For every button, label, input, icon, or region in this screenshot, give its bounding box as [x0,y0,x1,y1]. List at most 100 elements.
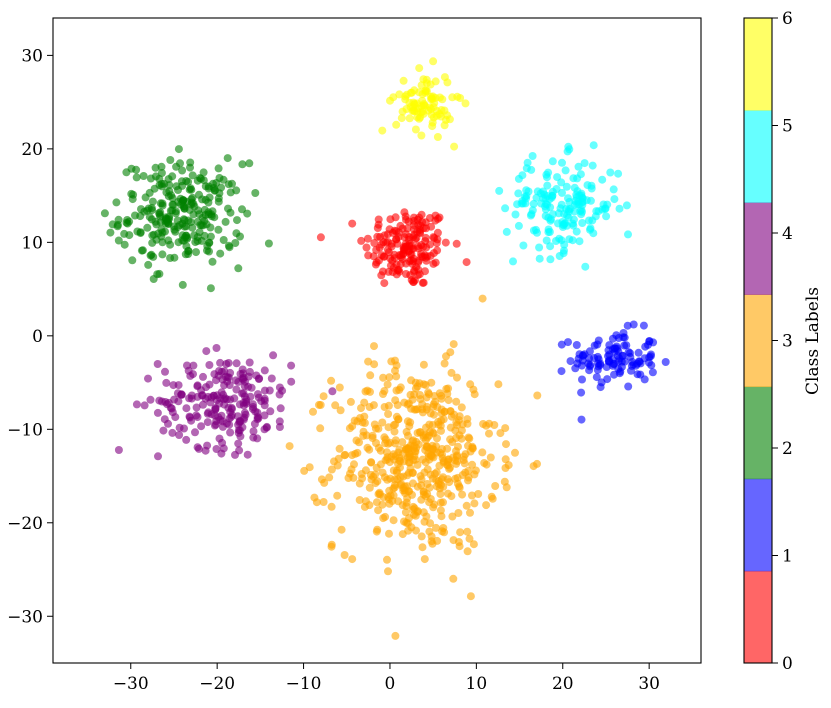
scatter-point-class-5 [561,166,570,175]
scatter-point-class-0 [392,270,401,279]
scatter-point-class-3 [385,458,394,467]
scatter-point-class-0 [383,238,392,246]
scatter-point-class-5 [546,255,555,264]
scatter-point-class-3 [490,421,499,429]
scatter-point-class-5 [528,152,537,160]
scatter-point-class-2 [224,241,233,250]
scatter-point-class-3 [392,412,401,421]
scatter-point-class-3 [403,417,412,426]
scatter-point-class-2 [148,197,157,206]
scatter-point-class-2 [174,238,183,247]
scatter-point-class-6 [415,64,424,73]
scatter-point-class-3 [478,448,487,457]
scatter-point-class-2 [144,260,153,269]
scatter-point-class-4 [193,392,202,401]
scatter-point-class-3 [341,450,350,459]
scatter-point-class-3 [385,373,394,382]
scatter-point-class-1 [585,354,594,363]
scatter-point-class-4 [199,372,207,381]
scatter-point-class-3 [327,465,336,474]
scatter-point-class-5 [585,216,593,225]
scatter-point-class-0 [357,236,366,245]
scatter-point-class-3 [355,438,363,447]
scatter-point-class-3 [454,442,462,451]
scatter-point-class-4 [132,400,141,409]
scatter-point-class-2 [166,156,175,164]
scatter-point-class-4 [177,390,186,399]
colorbar-segment-class-3 [744,294,772,388]
scatter-point-class-4 [192,411,201,420]
scatter-point-class-4 [146,395,155,404]
scatter-point-class-2 [155,209,164,218]
scatter-point-class-2 [206,223,215,232]
scatter-point-class-0 [441,238,450,247]
scatter-point-class-5 [565,235,574,244]
scatter-point-class-3 [440,407,449,416]
scatter-point-class-2 [232,186,241,195]
scatter-point-class-5 [610,195,619,204]
scatter-point-class-5 [535,243,544,252]
scatter-point-class-3 [336,406,345,415]
scatter-point-class-3 [384,410,393,418]
scatter-point-class-3 [391,396,400,405]
colorbar-segment-class-6 [744,18,772,111]
scatter-point-class-3 [389,421,398,430]
scatter-point-class-3 [386,474,395,483]
scatter-point-class-0 [452,239,461,248]
scatter-point-class-3 [454,509,463,517]
scatter-point-class-4 [287,377,296,386]
scatter-point-class-5 [543,192,552,200]
scatter-point-class-5 [532,193,541,202]
scatter-point-class-5 [543,181,552,190]
scatter-point-class-4 [221,372,230,381]
scatter-point-class-4 [189,361,198,370]
scatter-point-class-3 [443,389,452,398]
scatter-point-class-4 [211,404,220,412]
scatter-point-class-3 [379,390,387,398]
y-tick-label: 0 [32,327,43,347]
scatter-point-class-3 [369,401,378,410]
scatter-point-class-3 [319,498,328,506]
scatter-point-class-2 [251,189,260,197]
y-tick-label: 20 [21,140,43,160]
scatter-point-class-3 [432,523,440,532]
scatter-point-class-1 [593,352,602,361]
scatter-point-class-5 [514,174,523,183]
scatter-point-class-5 [573,174,582,183]
scatter-point-class-1 [574,354,583,363]
scatter-point-class-3 [460,459,469,468]
scatter-point-class-3 [436,498,445,507]
scatter-point-class-2 [223,154,232,163]
scatter-point-class-2 [221,217,230,226]
scatter-point-class-1 [585,366,594,375]
scatter-point-class-3 [398,530,407,539]
scatter-point-class-2 [167,191,176,200]
scatter-point-class-2 [231,239,240,247]
x-tick-label: 20 [552,674,574,694]
scatter-point-class-0 [379,267,387,276]
scatter-point-class-2 [114,215,123,224]
scatter-point-class-5 [535,254,544,263]
scatter-point-class-3 [378,418,387,427]
scatter-point-class-6 [433,133,442,141]
scatter-point-class-2 [129,190,138,199]
scatter-point-class-5 [574,162,583,171]
scatter-point-class-2 [128,256,137,265]
scatter-point-class-5 [564,194,572,203]
scatter-point-class-1 [592,373,601,382]
scatter-point-class-1 [633,370,642,379]
scatter-point-class-0 [374,215,383,224]
scatter-point-class-1 [644,340,652,349]
scatter-point-class-3 [334,454,343,463]
scatter-point-class-6 [441,115,450,124]
scatter-point-class-2 [146,174,155,183]
scatter-point-class-3 [368,434,377,442]
scatter-point-class-0 [409,257,418,266]
scatter-point-class-2 [112,198,121,207]
scatter-point-class-4 [254,375,263,383]
colorbar-tick-label: 2 [782,439,793,459]
scatter-point-class-5 [572,227,581,236]
scatter-point-class-4 [182,435,191,444]
scatter-point-class-5 [606,168,615,177]
